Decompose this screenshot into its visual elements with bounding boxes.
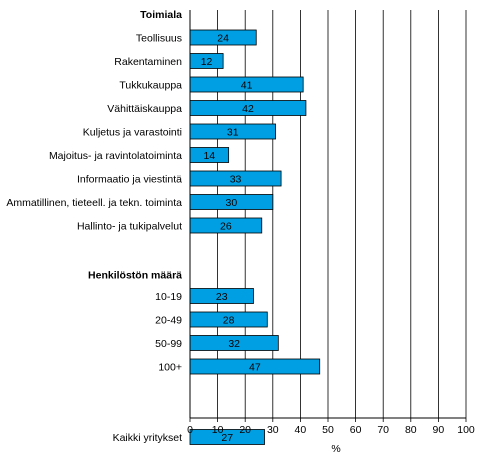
bar-value-label: 33 [230, 173, 242, 185]
bar-value-label: 23 [216, 291, 228, 303]
category-label: Ammatillinen, tieteell. ja tekn. toimint… [6, 197, 182, 209]
bar-value-label: 41 [241, 79, 253, 91]
category-label: Informaatio ja viestintä [77, 173, 182, 185]
bar-value-label: 14 [203, 150, 215, 162]
bar-value-label: 31 [227, 126, 239, 138]
x-tick-label: 100 [457, 424, 475, 436]
x-tick-label: 20 [239, 424, 251, 436]
bar-value-label: 24 [217, 32, 229, 44]
group-label: Toimiala [140, 9, 182, 21]
category-label: 20-49 [155, 314, 182, 326]
category-label: Teollisuus [136, 32, 182, 44]
category-label: Kaikki yritykset [113, 432, 183, 444]
category-label: 50-99 [155, 338, 182, 350]
x-tick-label: 10 [212, 424, 224, 436]
group-label: Henkilöstön määrä [88, 270, 182, 282]
bar-value-label: 32 [228, 338, 240, 350]
x-axis: 0 10 20 30 40 50 60 70 80 90 100 [187, 10, 475, 436]
category-label: 10-19 [155, 291, 182, 303]
category-label: Rakentaminen [114, 56, 182, 68]
x-tick-label: 40 [295, 424, 307, 436]
bar-value-label: 26 [220, 220, 232, 232]
bar-value-label: 42 [242, 103, 254, 115]
x-tick-label: 0 [187, 424, 193, 436]
bar-value-label: 27 [221, 432, 233, 444]
category-label: Kuljetus ja varastointi [83, 126, 182, 138]
x-tick-label: 80 [405, 424, 417, 436]
x-tick-label: 50 [322, 424, 334, 436]
bar-value-label: 47 [249, 361, 261, 373]
category-label: Hallinto- ja tukipalvelut [77, 220, 182, 232]
x-tick-label: 30 [267, 424, 279, 436]
x-tick-label: 90 [433, 424, 445, 436]
x-tick-label: 60 [350, 424, 362, 436]
bar [189, 429, 265, 445]
bar-value-label: 12 [201, 56, 213, 68]
category-label: Vähittäiskauppa [107, 103, 182, 115]
x-tick-label: 70 [377, 424, 389, 436]
category-label: Tukkukauppa [119, 79, 182, 91]
category-label: 100+ [158, 361, 182, 373]
bar-value-label: 30 [226, 197, 238, 209]
x-axis-label: % [331, 443, 340, 455]
bar-value-label: 28 [223, 314, 235, 326]
category-label: Majoitus- ja ravintolatoiminta [49, 150, 182, 162]
category-labels: Toimiala Teollisuus Rakentaminen Tukkukaupp… [6, 9, 182, 444]
